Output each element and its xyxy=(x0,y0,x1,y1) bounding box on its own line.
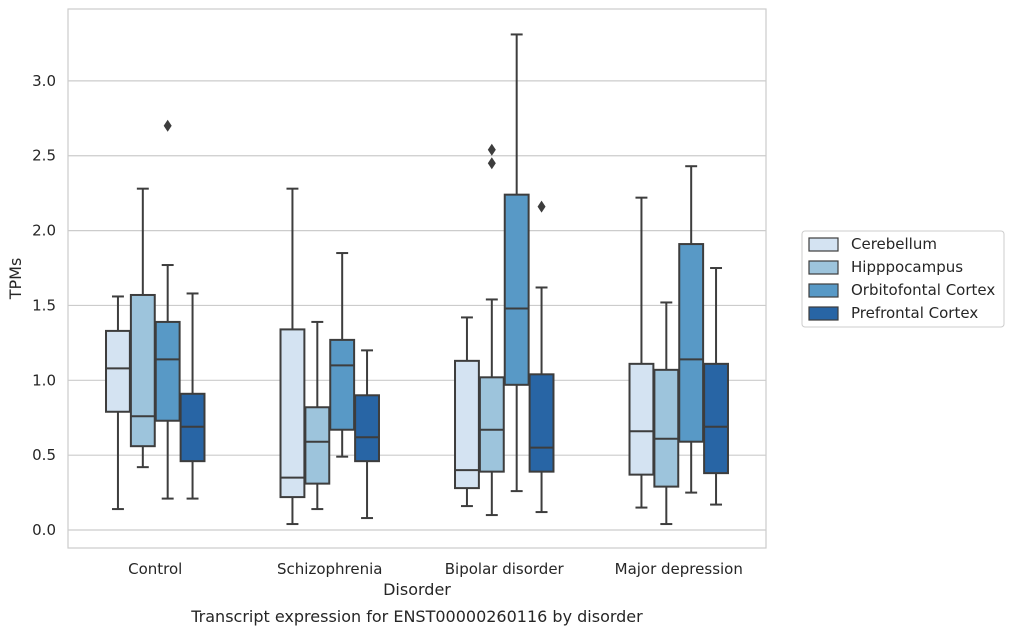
box-iqr xyxy=(105,329,131,413)
plot-frame xyxy=(67,8,767,549)
y-tick-label: 1.0 xyxy=(32,371,56,389)
outlier-point xyxy=(487,143,496,156)
box-cerebellum xyxy=(105,295,131,511)
y-tick-labels: 0.0 0.5 1.0 1.5 2.0 2.5 3.0 xyxy=(32,72,56,539)
y-tick-label: 0.5 xyxy=(32,446,56,464)
y-tick-label: 3.0 xyxy=(32,72,56,90)
box-prefrontal-cortex xyxy=(528,200,555,514)
legend-label: Prefrontal Cortex xyxy=(851,304,978,322)
box-prefrontal-cortex xyxy=(703,267,729,506)
box-cerebellum xyxy=(454,316,480,508)
legend-label: Hipppocampus xyxy=(851,258,963,276)
legend-swatch xyxy=(808,306,839,321)
box-iqr xyxy=(354,394,380,463)
box-iqr xyxy=(154,320,181,422)
x-tick-label: Control xyxy=(128,560,182,578)
box-iqr xyxy=(454,359,480,490)
legend-item: Prefrontal Cortex xyxy=(808,304,978,322)
chart-caption: Transcript expression for ENST0000026011… xyxy=(190,607,643,626)
box-iqr xyxy=(304,406,331,485)
legend: Cerebellum Hipppocampus Orbitofontal Corte… xyxy=(801,230,1005,328)
y-tick-label: 1.5 xyxy=(32,296,56,314)
x-tick-label: Schizophrenia xyxy=(277,560,382,578)
legend-swatch xyxy=(808,260,839,275)
box-series xyxy=(105,33,729,526)
box-orbitofontal-cortex xyxy=(154,119,181,500)
box-hipppocampus xyxy=(653,301,680,526)
x-tick-labels: Control Schizophrenia Bipolar disorder Majo… xyxy=(128,560,743,578)
box-iqr xyxy=(678,243,705,443)
box-iqr xyxy=(279,328,306,499)
outlier-point xyxy=(537,200,546,213)
legend-item: Hipppocampus xyxy=(808,258,963,276)
legend-item: Cerebellum xyxy=(808,235,937,253)
box-hipppocampus xyxy=(478,143,505,517)
box-iqr xyxy=(528,373,555,473)
box-iqr xyxy=(478,376,505,473)
outlier-point xyxy=(487,157,496,170)
box-hipppocampus xyxy=(129,187,156,469)
box-iqr xyxy=(703,362,729,475)
box-iqr xyxy=(129,293,156,448)
box-orbitofontal-cortex xyxy=(678,165,705,494)
box-prefrontal-cortex xyxy=(179,292,206,500)
legend-frame xyxy=(801,230,1005,328)
box-iqr xyxy=(628,362,655,476)
x-axis-label: Disorder xyxy=(383,580,451,599)
legend-label: Cerebellum xyxy=(851,235,937,253)
legend-item: Orbitofontal Cortex xyxy=(808,281,995,299)
x-tick-label: Major depression xyxy=(615,560,743,578)
outlier-point xyxy=(163,119,172,132)
box-orbitofontal-cortex xyxy=(503,33,530,493)
box-hipppocampus xyxy=(304,320,331,511)
box-cerebellum xyxy=(279,187,306,526)
box-iqr xyxy=(503,193,530,386)
x-tick-label: Bipolar disorder xyxy=(445,560,565,578)
box-iqr xyxy=(329,338,356,431)
y-tick-label: 0.0 xyxy=(32,521,56,539)
y-tick-label: 2.0 xyxy=(32,222,56,240)
y-tick-label: 2.5 xyxy=(32,147,56,165)
legend-label: Orbitofontal Cortex xyxy=(851,281,995,299)
legend-swatch xyxy=(808,237,839,252)
box-orbitofontal-cortex xyxy=(329,252,356,458)
y-axis-label: TPMs xyxy=(6,258,25,301)
box-cerebellum xyxy=(628,196,655,509)
box-prefrontal-cortex xyxy=(354,349,380,520)
box-iqr xyxy=(653,368,680,488)
legend-swatch xyxy=(808,283,839,298)
